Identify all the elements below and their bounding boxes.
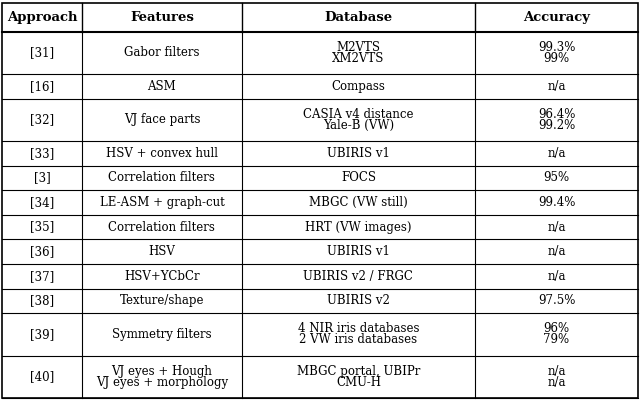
Text: FOCS: FOCS (341, 171, 376, 184)
Text: 97.5%: 97.5% (538, 294, 575, 308)
Text: n/a: n/a (547, 147, 566, 160)
Text: Gabor filters: Gabor filters (124, 46, 200, 59)
Text: Compass: Compass (332, 80, 385, 93)
Text: [32]: [32] (30, 113, 54, 126)
Text: [31]: [31] (30, 46, 54, 59)
Text: MBGC portal, UBIPr: MBGC portal, UBIPr (297, 365, 420, 378)
Text: HSV+YCbCr: HSV+YCbCr (124, 270, 200, 283)
Text: [33]: [33] (30, 147, 54, 160)
Text: [16]: [16] (30, 80, 54, 93)
Text: [40]: [40] (30, 370, 54, 383)
Text: n/a: n/a (547, 221, 566, 234)
Text: Features: Features (130, 11, 194, 24)
Text: 99.2%: 99.2% (538, 119, 575, 132)
Text: VJ eyes + Hough: VJ eyes + Hough (111, 365, 212, 378)
Text: UBIRIS v2: UBIRIS v2 (327, 294, 390, 308)
Text: Correlation filters: Correlation filters (109, 171, 215, 184)
Text: 95%: 95% (543, 171, 570, 184)
Text: VJ face parts: VJ face parts (124, 113, 200, 126)
Text: 99.4%: 99.4% (538, 196, 575, 209)
Text: n/a: n/a (547, 245, 566, 258)
Text: HSV: HSV (148, 245, 175, 258)
Text: n/a: n/a (547, 365, 566, 378)
Text: Texture/shape: Texture/shape (120, 294, 204, 308)
Text: Accuracy: Accuracy (523, 11, 590, 24)
Text: UBIRIS v1: UBIRIS v1 (327, 147, 390, 160)
Text: MBGC (VW still): MBGC (VW still) (309, 196, 408, 209)
Text: 4 NIR iris databases: 4 NIR iris databases (298, 322, 419, 336)
Text: ASM: ASM (148, 80, 176, 93)
Text: Symmetry filters: Symmetry filters (112, 328, 212, 341)
Text: VJ eyes + morphology: VJ eyes + morphology (96, 376, 228, 389)
Text: LE-ASM + graph-cut: LE-ASM + graph-cut (100, 196, 224, 209)
Text: 99%: 99% (543, 52, 570, 65)
Text: [3]: [3] (33, 171, 51, 184)
Text: XM2VTS: XM2VTS (332, 52, 385, 65)
Text: [38]: [38] (30, 294, 54, 308)
Text: n/a: n/a (547, 80, 566, 93)
Text: n/a: n/a (547, 376, 566, 389)
Text: [39]: [39] (30, 328, 54, 341)
Text: [34]: [34] (30, 196, 54, 209)
Text: [36]: [36] (30, 245, 54, 258)
Text: Approach: Approach (6, 11, 77, 24)
Text: Database: Database (324, 11, 392, 24)
Text: M2VTS: M2VTS (337, 41, 380, 54)
Text: Yale-B (VW): Yale-B (VW) (323, 119, 394, 132)
Text: CASIA v4 distance: CASIA v4 distance (303, 108, 413, 121)
Text: n/a: n/a (547, 270, 566, 283)
Text: [35]: [35] (30, 221, 54, 234)
Text: [37]: [37] (30, 270, 54, 283)
Text: 96%: 96% (543, 322, 570, 336)
Text: 2 VW iris databases: 2 VW iris databases (300, 334, 417, 346)
Text: HRT (VW images): HRT (VW images) (305, 221, 412, 234)
Text: HSV + convex hull: HSV + convex hull (106, 147, 218, 160)
Text: 99.3%: 99.3% (538, 41, 575, 54)
Text: CMU-H: CMU-H (336, 376, 381, 389)
Text: 79%: 79% (543, 334, 570, 346)
Text: UBIRIS v2 / FRGC: UBIRIS v2 / FRGC (303, 270, 413, 283)
Text: Correlation filters: Correlation filters (109, 221, 215, 234)
Text: 96.4%: 96.4% (538, 108, 575, 121)
Text: UBIRIS v1: UBIRIS v1 (327, 245, 390, 258)
